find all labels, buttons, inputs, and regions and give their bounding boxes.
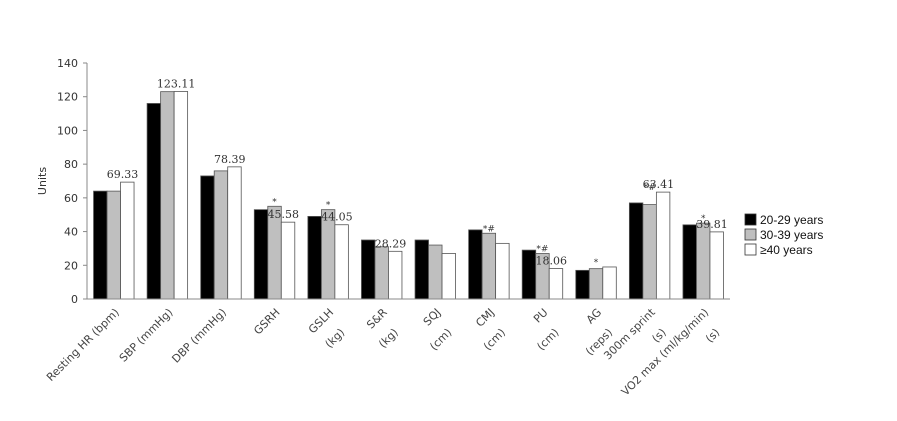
significance-mark-6: *: [701, 214, 706, 224]
legend-label-2: ≥40 years: [760, 243, 813, 257]
data-label-4: 44.05: [321, 211, 353, 224]
data-label-11: 39.81: [696, 218, 728, 231]
data-label-8: 18.06: [535, 255, 567, 268]
legend-swatch-2: [744, 243, 757, 256]
y-tick-label-5: 100: [57, 124, 78, 137]
x-category-label-7-1: (cm): [481, 326, 508, 353]
data-label-3: 45.58: [268, 208, 300, 221]
bar-5-2: [388, 250, 403, 300]
data-labels-group: 69.33 123.11 78.39 45.58 44.05 28.29 18.06 63.4…: [107, 77, 728, 267]
legend-label-0: 20-29 years: [760, 213, 823, 227]
bar-10-1: [642, 204, 657, 300]
bar-1-1: [160, 91, 175, 300]
bar-7-2: [495, 242, 510, 300]
bar-10-2: [655, 191, 671, 300]
bar-9-0: [575, 269, 590, 300]
bar-3-0: [253, 209, 269, 300]
significance-mark-2: *#: [483, 224, 495, 234]
significance-mark-4: *: [594, 258, 599, 268]
bar-11-0: [682, 224, 697, 300]
data-label-0: 69.33: [107, 168, 139, 181]
data-label-5: 28.29: [375, 237, 407, 250]
x-category-label-8-1: (cm): [534, 326, 561, 353]
data-label-2: 78.39: [214, 153, 246, 166]
bar-10-0: [628, 202, 644, 300]
legend-swatch-0: [744, 213, 757, 226]
legend-label-1: 30-39 years: [760, 228, 823, 242]
significance-mark-0: *: [272, 197, 277, 207]
x-category-label-4-1: (kg): [323, 326, 348, 351]
bar-4-2: [334, 224, 349, 300]
bar-2-0: [200, 175, 215, 300]
x-category-label-8-0: PU: [531, 306, 551, 326]
bar-8-0: [521, 249, 537, 300]
bar-4-0: [307, 215, 322, 300]
bar-2-1: [213, 170, 229, 300]
x-category-label-0-0: Resting HR (bpm): [44, 306, 122, 384]
bar-11-2: [709, 231, 724, 300]
x-axis-labels-group: Resting HR (bpm)SBP (mmHg)DBP (mmHg) GSRH…: [44, 305, 722, 398]
bar-0-1: [106, 190, 121, 300]
bar-2-2: [227, 166, 242, 300]
y-tick-label-2: 40: [64, 226, 78, 239]
legend-swatch-1: [744, 228, 757, 241]
y-tick-label-7: 140: [57, 57, 78, 70]
bars-group: [93, 91, 724, 300]
bar-3-2: [280, 221, 296, 300]
bar-1-0: [146, 103, 162, 300]
bar-6-0: [414, 239, 429, 300]
bar-1-2: [173, 91, 189, 300]
bar-6-2: [441, 253, 456, 300]
y-tick-label-1: 20: [64, 259, 78, 272]
x-category-label-6-1: (cm): [427, 326, 454, 353]
x-category-label-3-0: GSRH: [251, 306, 282, 337]
y-axis-ticks: 0 20 40 60 80 100 120 140: [57, 57, 78, 306]
y-axis-title: Units: [36, 167, 49, 195]
bar-5-0: [361, 239, 376, 300]
data-label-10: 63.41: [643, 178, 675, 191]
x-category-label-6-0: SQJ: [421, 306, 444, 329]
x-category-label-1-0: SBP (mmHg): [117, 306, 176, 365]
significance-mark-5: *#: [644, 183, 656, 193]
bar-0-0: [93, 190, 108, 300]
x-category-label-5-0: S&R: [364, 306, 390, 332]
bar-5-1: [374, 246, 389, 300]
x-category-label-2-0: DBP (mmHg): [169, 306, 229, 366]
significance-mark-3: *#: [536, 244, 548, 254]
axes-group: [83, 62, 730, 300]
data-label-1: 123.11: [157, 77, 196, 90]
y-tick-label-3: 60: [64, 192, 78, 205]
bar-9-1: [588, 268, 604, 300]
bar-7-0: [468, 229, 483, 300]
y-tick-label-0: 0: [71, 293, 78, 306]
significance-annotations-group: * * *# *# * *# *: [272, 183, 706, 268]
y-tick-label-6: 120: [57, 91, 78, 104]
x-category-label-11-1: (s): [703, 326, 722, 345]
bar-6-1: [428, 244, 443, 300]
bar-7-1: [481, 232, 497, 300]
bar-9-2: [602, 266, 617, 300]
y-tick-label-4: 80: [64, 158, 78, 171]
bar-11-1: [696, 222, 711, 300]
bar-0-2: [120, 181, 135, 300]
bar-8-2: [548, 268, 564, 300]
x-category-label-7-0: CMJ: [473, 306, 497, 330]
x-category-label-11-0: VO2 max (ml/kg/min): [619, 306, 711, 398]
x-category-label-9-0: AG: [584, 306, 604, 326]
x-category-label-5-1: (kg): [376, 326, 401, 351]
significance-mark-1: *: [326, 201, 331, 211]
